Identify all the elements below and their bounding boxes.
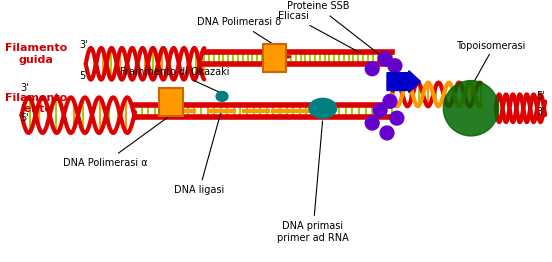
Circle shape bbox=[443, 81, 498, 136]
Text: DNA Polimerasi α: DNA Polimerasi α bbox=[63, 117, 168, 168]
Text: 3': 3' bbox=[536, 107, 544, 117]
Text: Filamento
lento: Filamento lento bbox=[5, 92, 67, 114]
Text: DNA Polimerasi δ: DNA Polimerasi δ bbox=[197, 17, 281, 43]
Text: Elicasi: Elicasi bbox=[278, 11, 360, 53]
Text: Topoisomerasi: Topoisomerasi bbox=[456, 41, 526, 51]
FancyBboxPatch shape bbox=[263, 44, 286, 72]
Ellipse shape bbox=[309, 98, 337, 118]
Circle shape bbox=[390, 111, 404, 125]
Circle shape bbox=[373, 103, 387, 117]
Text: 3': 3' bbox=[79, 40, 88, 50]
Text: 3': 3' bbox=[20, 84, 29, 94]
Circle shape bbox=[365, 116, 379, 130]
Text: Frammento di Okazaki: Frammento di Okazaki bbox=[120, 67, 229, 92]
Text: Filamento
guida: Filamento guida bbox=[5, 43, 67, 65]
Circle shape bbox=[380, 126, 394, 140]
Text: Proteine SSB: Proteine SSB bbox=[286, 2, 383, 57]
Text: 5': 5' bbox=[79, 71, 88, 81]
Text: DNA primasi
primer ad RNA: DNA primasi primer ad RNA bbox=[277, 121, 349, 243]
Text: 5': 5' bbox=[536, 91, 544, 101]
Circle shape bbox=[383, 94, 397, 108]
Text: DNA ligasi: DNA ligasi bbox=[174, 111, 225, 195]
Circle shape bbox=[388, 59, 402, 73]
FancyBboxPatch shape bbox=[159, 89, 183, 116]
Ellipse shape bbox=[216, 91, 228, 101]
Circle shape bbox=[365, 62, 379, 76]
Text: 5': 5' bbox=[20, 113, 29, 123]
Circle shape bbox=[378, 52, 392, 66]
FancyArrow shape bbox=[387, 71, 421, 92]
